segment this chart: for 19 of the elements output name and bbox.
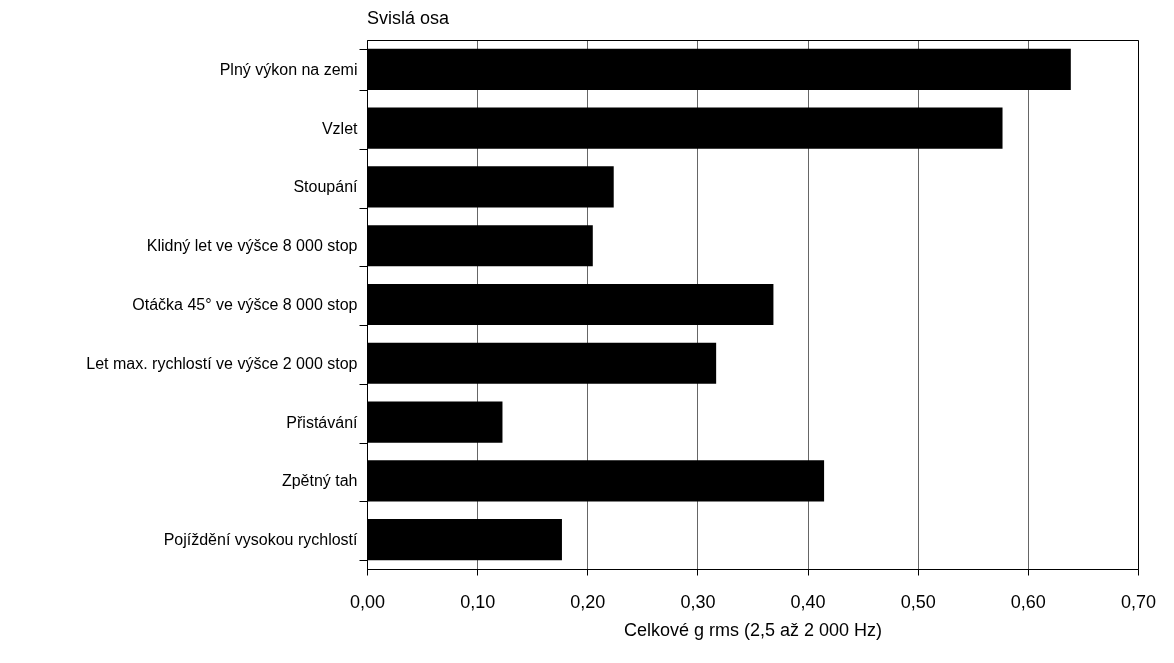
x-tick-label: 0,40 <box>790 591 826 612</box>
x-tick-label: 0,00 <box>349 591 386 612</box>
y-tick-label: Stoupání <box>293 178 359 196</box>
x-tick-label: 0,60 <box>1010 591 1046 612</box>
x-tick-label: 0,50 <box>900 591 936 612</box>
y-tick-label: Plný výkon na zemi <box>219 60 358 78</box>
x-axis-title: Celkové g rms (2,5 až 2 000 Hz) <box>623 619 883 640</box>
y-tick-label: Klidný let ve výšce 8 000 stop <box>146 237 358 255</box>
y-tick-label: Otáčka 45° ve výšce 8 000 stop <box>132 296 358 313</box>
y-tick-label: Zpětný tah <box>281 472 358 490</box>
y-tick-label: Přistávání <box>286 413 359 431</box>
x-tick-label: 0,70 <box>1120 591 1157 612</box>
y-tick-label: Vzlet <box>321 119 359 137</box>
y-tick-label: Pojíždění vysokou rychlostí <box>163 531 359 549</box>
x-tick-label: 0,20 <box>570 591 606 612</box>
x-tick-label: 0,30 <box>680 591 716 612</box>
chart-title: Svislá osa <box>367 8 451 28</box>
x-tick-label: 0,10 <box>460 591 496 612</box>
y-tick-label: Let max. rychlostí ve výšce 2 000 stop <box>86 354 358 372</box>
